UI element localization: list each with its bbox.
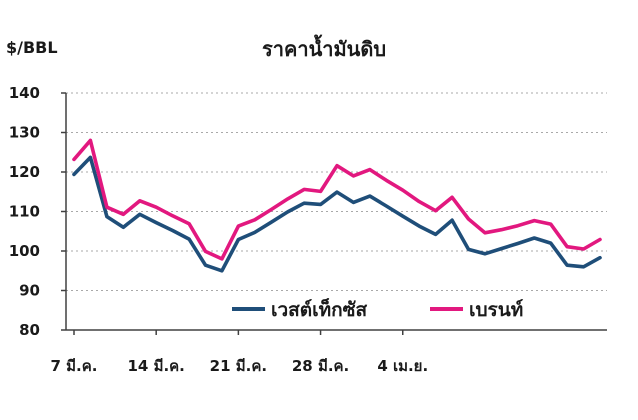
y-tick-label: 140 — [9, 84, 40, 102]
series-line-brent — [72, 138, 602, 261]
x-tick-label: 21 มี.ค. — [210, 357, 267, 375]
y-tick-label: 130 — [9, 124, 40, 142]
legend-label-wti: เวสต์เท็กซัส — [271, 297, 368, 321]
legend: เวสต์เท็กซัส เบรนท์ — [232, 297, 523, 321]
x-tick-labels: 7 มี.ค. 14 มี.ค. 21 มี.ค. 28 มี.ค. 4 เม.ย. — [51, 357, 429, 375]
y-axis-unit-label: $/BBL — [6, 38, 58, 57]
y-tick-label: 90 — [19, 282, 40, 300]
x-tick-label: 28 มี.ค. — [292, 357, 349, 375]
x-tick-label: 14 มี.ค. — [127, 357, 184, 375]
series-line-wti — [72, 155, 602, 273]
axes — [61, 92, 607, 335]
gridlines — [66, 92, 607, 291]
y-tick-label: 120 — [9, 163, 40, 181]
y-tick-label: 110 — [9, 203, 40, 221]
x-tick-label: 7 มี.ค. — [51, 357, 98, 375]
chart-title: ราคาน้ำมันดิบ — [262, 34, 386, 61]
legend-label-brent: เบรนท์ — [469, 299, 523, 321]
x-tick-label: 4 เม.ย. — [377, 357, 428, 375]
y-tick-label: 100 — [9, 242, 40, 260]
y-tick-label: 80 — [19, 321, 40, 339]
series-lines — [72, 138, 602, 273]
y-tick-labels: 80 90 100 110 120 130 140 — [9, 84, 40, 339]
